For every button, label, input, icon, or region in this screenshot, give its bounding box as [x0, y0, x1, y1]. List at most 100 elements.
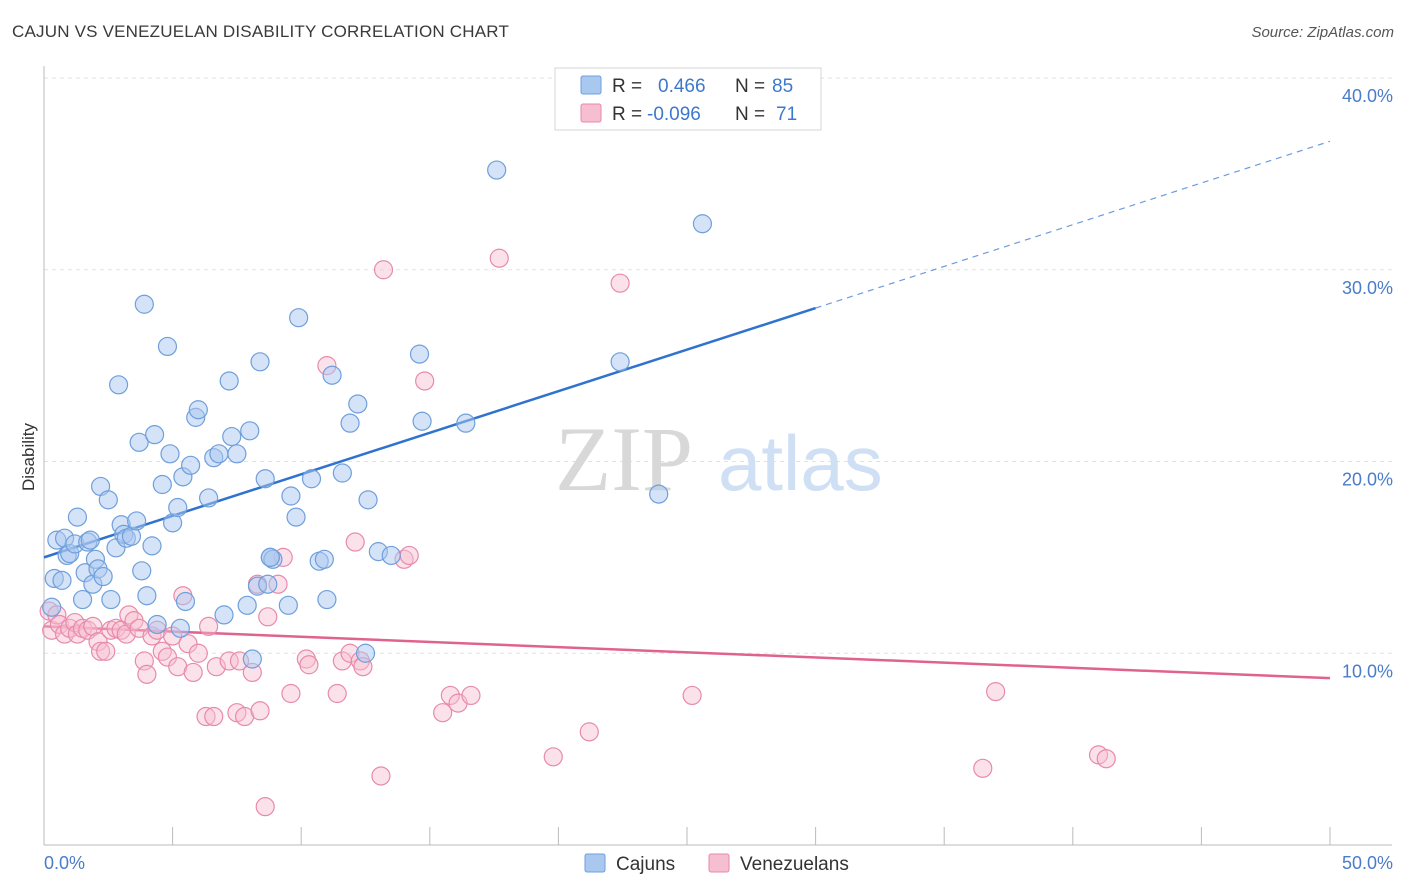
cajuns-point: [144, 425, 165, 445]
venezuelans-point: [188, 643, 208, 663]
cajuns-point: [160, 444, 180, 464]
venezuelans-point: [119, 605, 139, 625]
cajuns-point: [52, 570, 72, 590]
venezuelans-point: [373, 260, 394, 280]
cajuns-point: [322, 365, 342, 385]
cajuns-point: [222, 426, 242, 447]
venezuelans-point: [489, 248, 509, 268]
cajuns-point: [317, 589, 337, 610]
legend-n-label-venezuelans: N =: [735, 104, 765, 125]
cajuns-point: [692, 214, 713, 234]
cajuns-point: [93, 566, 113, 587]
legend-swatch-cajuns: [580, 75, 602, 95]
cajuns-point: [168, 497, 188, 518]
chart-title: CAJUN VS VENEZUELAN DISABILITY CORRELATI…: [12, 22, 510, 41]
bottom-legend-label-cajuns: Cajuns: [616, 854, 675, 875]
venezuelans-point: [83, 616, 103, 637]
cajuns-point: [332, 463, 352, 483]
legend-n-value-cajuns: 85: [772, 76, 793, 97]
bottom-legend-swatch-venezuelans: [708, 853, 730, 873]
legend-n-value-venezuelans: 71: [776, 104, 797, 125]
cajuns-point: [170, 618, 190, 638]
venezuelans-point: [90, 641, 111, 661]
x-tick-label-max: 50.0%: [1342, 853, 1393, 873]
cajuns-point: [610, 352, 630, 372]
venezuelans-point: [440, 685, 460, 706]
cajuns-point: [281, 486, 301, 506]
cajuns-point: [314, 549, 334, 569]
venezuelans-point: [196, 706, 216, 727]
cajuns-point: [188, 400, 208, 420]
cajuns-point: [72, 589, 93, 610]
cajuns-point: [289, 308, 309, 328]
cajuns-point: [157, 336, 178, 357]
grid-lines: 10.0% 20.0% 30.0% 40.0%: [44, 77, 1393, 681]
cajuns-point: [181, 455, 201, 475]
legend-r-value-cajuns: 0.466: [658, 76, 706, 97]
y-tick-label: 20.0%: [1342, 470, 1393, 490]
venezuelans-point: [543, 747, 563, 767]
cajuns-point: [67, 507, 88, 527]
venezuelans-point: [258, 607, 278, 627]
cajuns-point: [649, 484, 669, 504]
cajuns-point: [134, 294, 154, 314]
cajuns-point: [409, 344, 430, 364]
legend-swatch-venezuelans: [580, 103, 602, 123]
venezuelans-point: [250, 701, 270, 721]
venezuelans-trend-line: [43, 625, 1331, 680]
cajuns-point: [301, 469, 322, 489]
cajuns-point: [152, 474, 172, 495]
venezuelans-point: [96, 641, 116, 661]
legend: R = 0.466 N = 85 R = -0.096 N = 71: [554, 67, 822, 131]
cajuns-point: [214, 605, 234, 625]
cajuns-point: [358, 490, 378, 510]
venezuelans-point: [433, 703, 453, 723]
venezuelans-point: [281, 683, 301, 704]
cajuns-point: [255, 469, 275, 489]
venezuelans-point: [152, 641, 172, 661]
legend-n-label-cajuns: N =: [735, 76, 765, 97]
cajuns-point: [42, 597, 62, 617]
venezuelans-points: [39, 248, 1116, 817]
cajuns-point: [260, 547, 280, 567]
x-tick-label-min: 0.0%: [44, 853, 85, 873]
venezuelans-point: [219, 651, 239, 671]
cajuns-point: [108, 375, 129, 395]
y-tick-label: 30.0%: [1342, 278, 1393, 298]
venezuelans-point: [199, 616, 219, 637]
venezuelans-point: [345, 532, 365, 552]
cajuns-point: [237, 595, 257, 615]
cajuns-point: [175, 591, 196, 612]
venezuelans-point: [399, 545, 419, 566]
venezuelans-point: [461, 685, 481, 706]
cajuns-points: [42, 160, 713, 669]
cajuns-point: [209, 444, 229, 464]
cajuns-point: [142, 536, 162, 556]
cajuns-point: [258, 574, 278, 594]
cajuns-point: [340, 413, 360, 433]
cajuns-point: [250, 352, 270, 372]
venezuelans-point: [157, 647, 178, 667]
venezuelans-point: [137, 664, 157, 684]
cajuns-point: [456, 413, 476, 433]
venezuelans-point: [1096, 749, 1116, 769]
cajuns-point: [199, 488, 219, 508]
bottom-legend: Cajuns Venezuelans: [584, 853, 849, 875]
y-tick-label: 10.0%: [1342, 661, 1393, 681]
venezuelans-point: [299, 655, 319, 675]
venezuelans-point: [327, 683, 347, 704]
legend-r-value-venezuelans: -0.096: [647, 104, 701, 125]
y-axis-title: Disability: [19, 422, 38, 491]
venezuelans-point: [49, 614, 70, 635]
venezuelans-point: [178, 634, 198, 654]
cajuns-point: [348, 394, 368, 414]
cajuns-point: [286, 507, 306, 527]
watermark-zip: ZIP: [555, 408, 693, 510]
cajuns-point: [381, 545, 401, 566]
venezuelans-point: [682, 685, 702, 706]
cajuns-point: [101, 589, 121, 610]
venezuelans-point: [986, 681, 1006, 702]
cajuns-point: [227, 444, 247, 464]
venezuelans-point: [415, 371, 435, 391]
